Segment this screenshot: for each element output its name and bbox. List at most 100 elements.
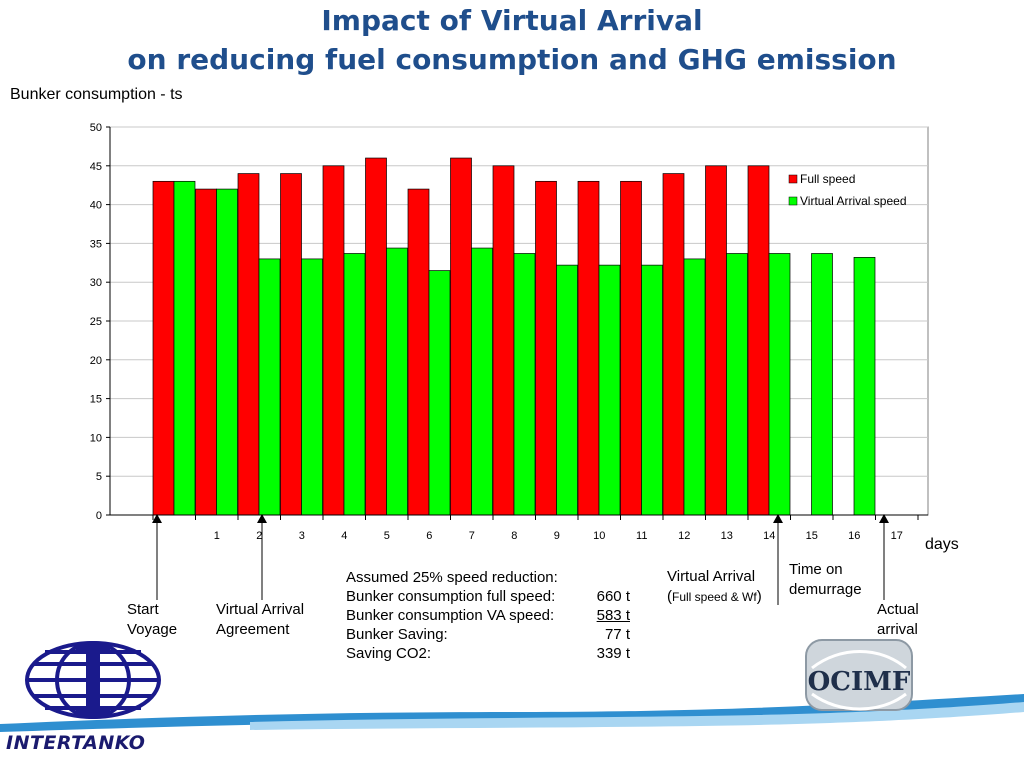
bar-virtual-arrival <box>343 253 366 516</box>
start-voyage-arrowhead <box>152 514 162 523</box>
legend-swatch-full-speed <box>788 174 798 184</box>
bars <box>152 157 876 516</box>
svg-text:OCIMF: OCIMF <box>808 667 911 697</box>
y-tick-label: 40 <box>90 200 102 212</box>
bar-virtual-arrival <box>768 253 791 516</box>
bar-virtual-arrival <box>301 258 323 516</box>
x-tick-label: 13 <box>721 530 733 542</box>
y-tick-label: 45 <box>90 161 102 173</box>
bar-virtual-arrival <box>513 253 536 516</box>
notes-row-value: 660 t <box>596 588 630 605</box>
x-tick-label: 2 <box>256 530 262 542</box>
y-tick-label: 50 <box>90 122 102 134</box>
legend: Full speed Virtual Arrival speed <box>788 172 907 208</box>
bar-full-speed <box>577 180 600 516</box>
bar-full-speed <box>492 165 515 516</box>
bar-full-speed <box>365 157 387 516</box>
x-axis-ticks: 1 2 3 4 5 6 7 8 9 10 11 12 13 14 15 16 17 <box>152 515 919 542</box>
bar-full-speed <box>662 173 685 516</box>
notes-row: Saving CO2: 339 t <box>346 644 630 663</box>
y-axis-ticks: 0 5 10 15 20 25 30 35 40 45 50 <box>90 122 110 522</box>
x-tick-label: 8 <box>511 530 517 542</box>
x-axis-label: days <box>925 536 959 553</box>
bar-virtual-arrival <box>683 258 706 516</box>
virtual-arrival-sub: (Full speed & Wf) <box>667 587 762 607</box>
ocimf-logo: OCIMF <box>805 639 913 711</box>
bar-full-speed <box>620 180 642 516</box>
bar-full-speed <box>152 180 175 516</box>
x-tick-label: 7 <box>469 530 475 542</box>
y-tick-label: 0 <box>96 510 102 522</box>
bar-virtual-arrival <box>641 264 663 516</box>
x-tick-label: 10 <box>593 530 605 542</box>
y-tick-label: 5 <box>96 471 102 483</box>
y-tick-label: 30 <box>90 277 102 289</box>
legend-label-virtual-arrival: Virtual Arrival speed <box>800 194 907 208</box>
virtual-arrival-label: Virtual Arrival <box>667 568 756 585</box>
notes-heading: Assumed 25% speed reduction: <box>346 569 558 586</box>
legend-label-full-speed: Full speed <box>800 172 855 186</box>
x-tick-label: 17 <box>891 530 903 542</box>
y-tick-label: 10 <box>90 432 102 444</box>
notes-row-value: 583 t <box>596 607 630 624</box>
time-on-demurrage-label: Time on demurrage <box>789 561 862 598</box>
bar-virtual-arrival <box>811 253 833 516</box>
notes-row-label: Bunker Saving: <box>346 626 448 643</box>
y-tick-label: 35 <box>90 238 102 250</box>
x-tick-label: 6 <box>426 530 432 542</box>
x-tick-label: 4 <box>341 530 347 542</box>
start-voyage-label: Start Voyage <box>127 601 178 638</box>
bar-virtual-arrival <box>428 270 451 516</box>
bar-virtual-arrival <box>258 258 281 516</box>
x-tick-label: 9 <box>554 530 560 542</box>
bar-virtual-arrival <box>216 188 238 516</box>
notes-row-label: Saving CO2: <box>346 645 432 662</box>
x-tick-label: 16 <box>848 530 860 542</box>
event-arrows <box>152 514 889 605</box>
x-tick-label: 11 <box>636 530 647 542</box>
notes-row-label: Bunker consumption full speed: <box>346 588 556 605</box>
bar-full-speed <box>237 173 260 516</box>
notes-row-label: Bunker consumption VA speed: <box>346 607 555 624</box>
chart-title-line2: on reducing fuel consumption and GHG emi… <box>127 43 897 76</box>
notes-row: Bunker Saving: 77 t <box>346 625 630 644</box>
bar-virtual-arrival <box>726 253 748 516</box>
x-tick-label: 12 <box>678 530 690 542</box>
va-sub-open: ( <box>667 588 672 605</box>
bar-full-speed <box>747 165 770 516</box>
bar-full-speed <box>450 157 472 516</box>
legend-swatch-virtual-arrival <box>788 196 798 206</box>
virtual-arrival-annotation: Virtual Arrival (Full speed & Wf) <box>667 567 762 607</box>
notes-row: Bunker consumption VA speed: 583 t <box>346 606 630 625</box>
x-tick-label: 15 <box>806 530 818 542</box>
bar-full-speed <box>195 188 217 516</box>
bar-full-speed <box>407 188 430 516</box>
bar-full-speed <box>280 173 302 516</box>
actual-arrival-arrowhead <box>879 514 889 523</box>
bar-virtual-arrival <box>556 264 578 516</box>
y-axis-label: Bunker consumption - ts <box>10 86 183 103</box>
virtual-arrival-arrowhead <box>773 514 783 523</box>
va-sub-text: Full speed & Wf <box>672 590 757 604</box>
va-agreement-label: Virtual Arrival Agreement <box>216 601 305 638</box>
bar-full-speed <box>322 165 345 516</box>
notes-row-value: 77 t <box>604 626 630 643</box>
intertanko-logo <box>25 641 161 719</box>
bar-virtual-arrival <box>853 257 876 516</box>
x-tick-label: 1 <box>214 530 220 542</box>
y-tick-label: 15 <box>90 394 102 406</box>
bar-virtual-arrival <box>173 180 196 516</box>
bar-full-speed <box>535 180 557 516</box>
bar-virtual-arrival <box>598 264 621 516</box>
notes-row-value: 339 t <box>596 645 630 662</box>
footer-wave-light <box>250 702 1024 730</box>
bar-full-speed <box>705 165 727 516</box>
chart-title-line1: Impact of Virtual Arrival <box>321 4 703 37</box>
x-tick-label: 5 <box>384 530 390 542</box>
actual-arrival-label: Actual arrival <box>877 601 919 638</box>
y-tick-label: 25 <box>90 316 102 328</box>
bar-virtual-arrival <box>471 247 493 516</box>
x-tick-label: 14 <box>763 530 775 542</box>
intertanko-wordmark: INTERTANKO <box>6 732 146 754</box>
